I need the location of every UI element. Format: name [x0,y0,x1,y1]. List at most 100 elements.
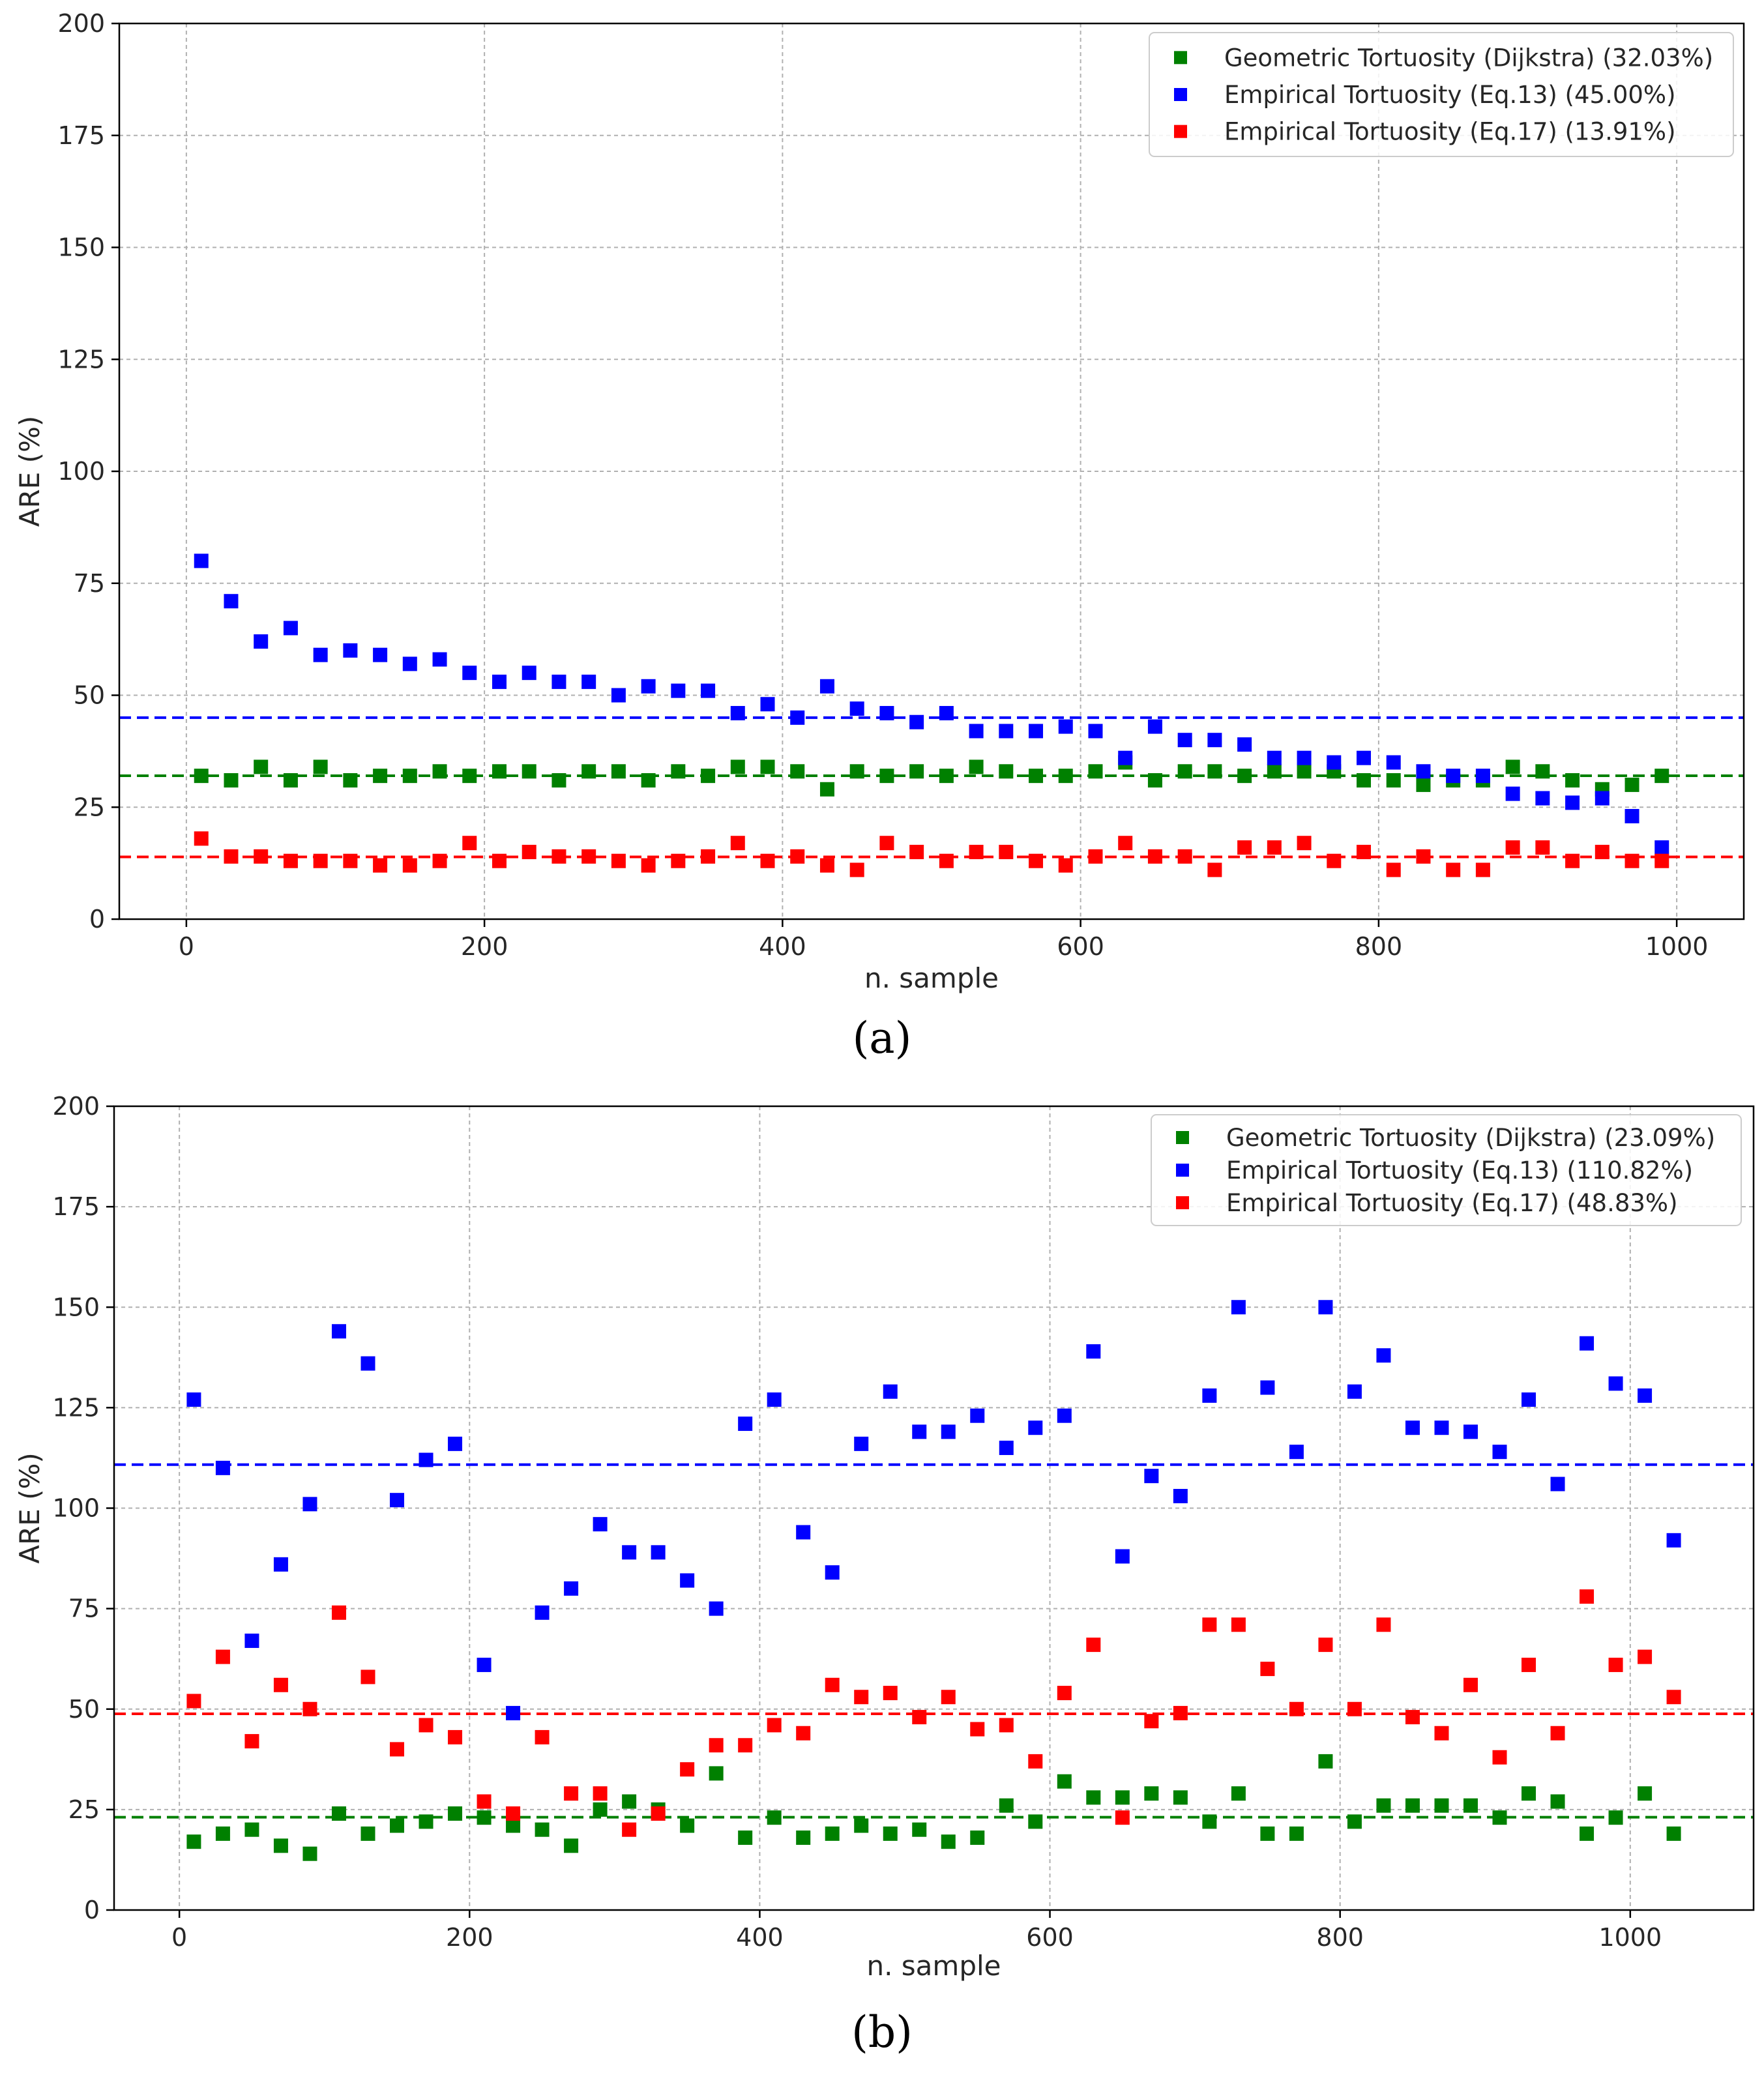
data-point [1118,750,1133,765]
data-point [1416,777,1431,792]
data-point [1267,764,1282,779]
data-point [1580,1336,1595,1351]
data-point [879,705,894,720]
data-point [254,759,269,774]
data-point [730,759,745,774]
data-point [1521,1786,1536,1801]
data-point [1535,791,1550,806]
data-point [302,1701,317,1716]
data-point [999,1441,1014,1456]
data-point [1029,853,1044,868]
data-point [1434,1798,1449,1813]
data-point [1565,795,1580,810]
data-point [1565,853,1580,868]
data-point [1327,853,1342,868]
data-point [1237,737,1252,752]
data-point [1434,1726,1449,1741]
legend-marker [1174,88,1187,101]
data-point [701,683,716,698]
data-point [551,849,566,864]
data-point [1565,773,1580,788]
grid [114,1106,1754,1911]
x-tick-label: 600 [1026,1923,1074,1952]
data-point [760,697,775,712]
data-point [477,1810,492,1825]
x-tick-label: 200 [446,1923,493,1952]
data-point [1147,849,1162,864]
data-point [492,674,507,689]
legend-box [1151,1114,1742,1226]
figure-caption: (b) [851,2007,913,2057]
data-point [941,1424,956,1439]
legend-marker [1174,125,1187,138]
data-point [1029,769,1044,784]
data-point [244,1822,259,1837]
data-point [492,764,507,779]
data-point [767,1718,782,1733]
data-point [970,1722,985,1737]
data-point [462,769,477,784]
data-point [432,652,447,667]
data-point [1058,858,1073,873]
data-point [641,858,656,873]
data-point [1595,791,1610,806]
x-tick-label: 400 [736,1923,784,1952]
data-point [760,853,775,868]
data-point [1638,1649,1653,1664]
data-point [1260,1380,1275,1395]
data-point [1475,769,1490,784]
data-point [1147,719,1162,734]
data-point [419,1718,434,1733]
data-point [1376,1617,1391,1632]
legend: Geometric Tortuosity (Dijkstra) (23.09%)… [1151,1114,1742,1226]
data-point [1608,1376,1623,1391]
data-point [969,724,984,739]
legend-entry: Empirical Tortuosity (Eq.13) (45.00%) [1224,81,1676,109]
data-point [611,764,626,779]
legend-entry: Empirical Tortuosity (Eq.17) (13.91%) [1224,118,1676,146]
data-point [1144,1469,1159,1484]
data-point [1347,1701,1362,1716]
data-point [331,1605,346,1620]
data-point [701,849,716,864]
legend-entry: Empirical Tortuosity (Eq.13) (110.82%) [1226,1156,1693,1184]
data-point [224,773,239,788]
series-2 [194,831,1669,877]
data-point [912,1424,927,1439]
x-tick-label: 1000 [1645,932,1709,961]
data-point [1318,1638,1333,1653]
data-point [1505,759,1520,774]
data-point [1357,844,1372,859]
figure-caption: (a) [853,1013,912,1063]
data-point [1207,862,1222,877]
data-point [194,553,209,568]
data-point [1463,1424,1478,1439]
data-point [941,1834,956,1849]
data-point [854,1818,869,1833]
series-0 [186,1754,1681,1861]
data-point [360,1826,375,1841]
data-point [939,705,954,720]
y-tick-label: 150 [57,233,105,262]
x-tick-label: 0 [179,932,194,961]
data-point [283,773,298,788]
data-point [1086,1790,1101,1805]
data-point [1318,1754,1333,1769]
data-point [912,1710,927,1725]
data-point [1118,836,1133,851]
data-point [825,1826,840,1841]
data-point [254,634,269,649]
data-point [1638,1388,1653,1403]
data-point [448,1729,463,1744]
data-point [1202,1617,1217,1632]
x-tick-label: 800 [1316,1923,1364,1952]
data-point [522,844,537,859]
data-point [1297,764,1312,779]
legend-marker [1176,1164,1189,1177]
y-axis-label: ARE (%) [14,1452,46,1563]
data-point [224,594,239,609]
data-point [909,764,924,779]
data-point [651,1806,666,1821]
data-point [581,674,596,689]
data-point [1029,724,1044,739]
